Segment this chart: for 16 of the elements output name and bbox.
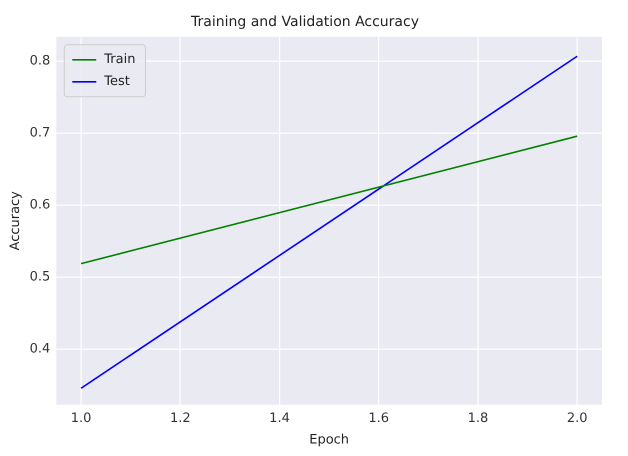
x-axis-title: Epoch [309,432,350,448]
legend-label: Test [103,74,130,90]
chart-title: Training and Validation Accuracy [190,14,419,30]
x-tick-label: 1.2 [170,410,191,426]
y-tick-label: 0.6 [30,198,50,213]
x-tick-label: 1.8 [468,410,488,426]
x-tick-label: 1.4 [269,410,290,426]
y-axis-title: Accuracy [8,190,24,250]
y-tick-label: 0.5 [30,270,50,285]
x-tick-label: 1.0 [70,410,92,426]
y-tick-label: 0.7 [30,126,50,141]
x-tick-label: 1.6 [368,410,390,426]
y-tick-label: 0.4 [30,342,50,357]
x-tick-label: 2.0 [566,410,588,426]
y-tick-label: 0.8 [30,54,50,69]
legend-label: Train [103,52,136,68]
